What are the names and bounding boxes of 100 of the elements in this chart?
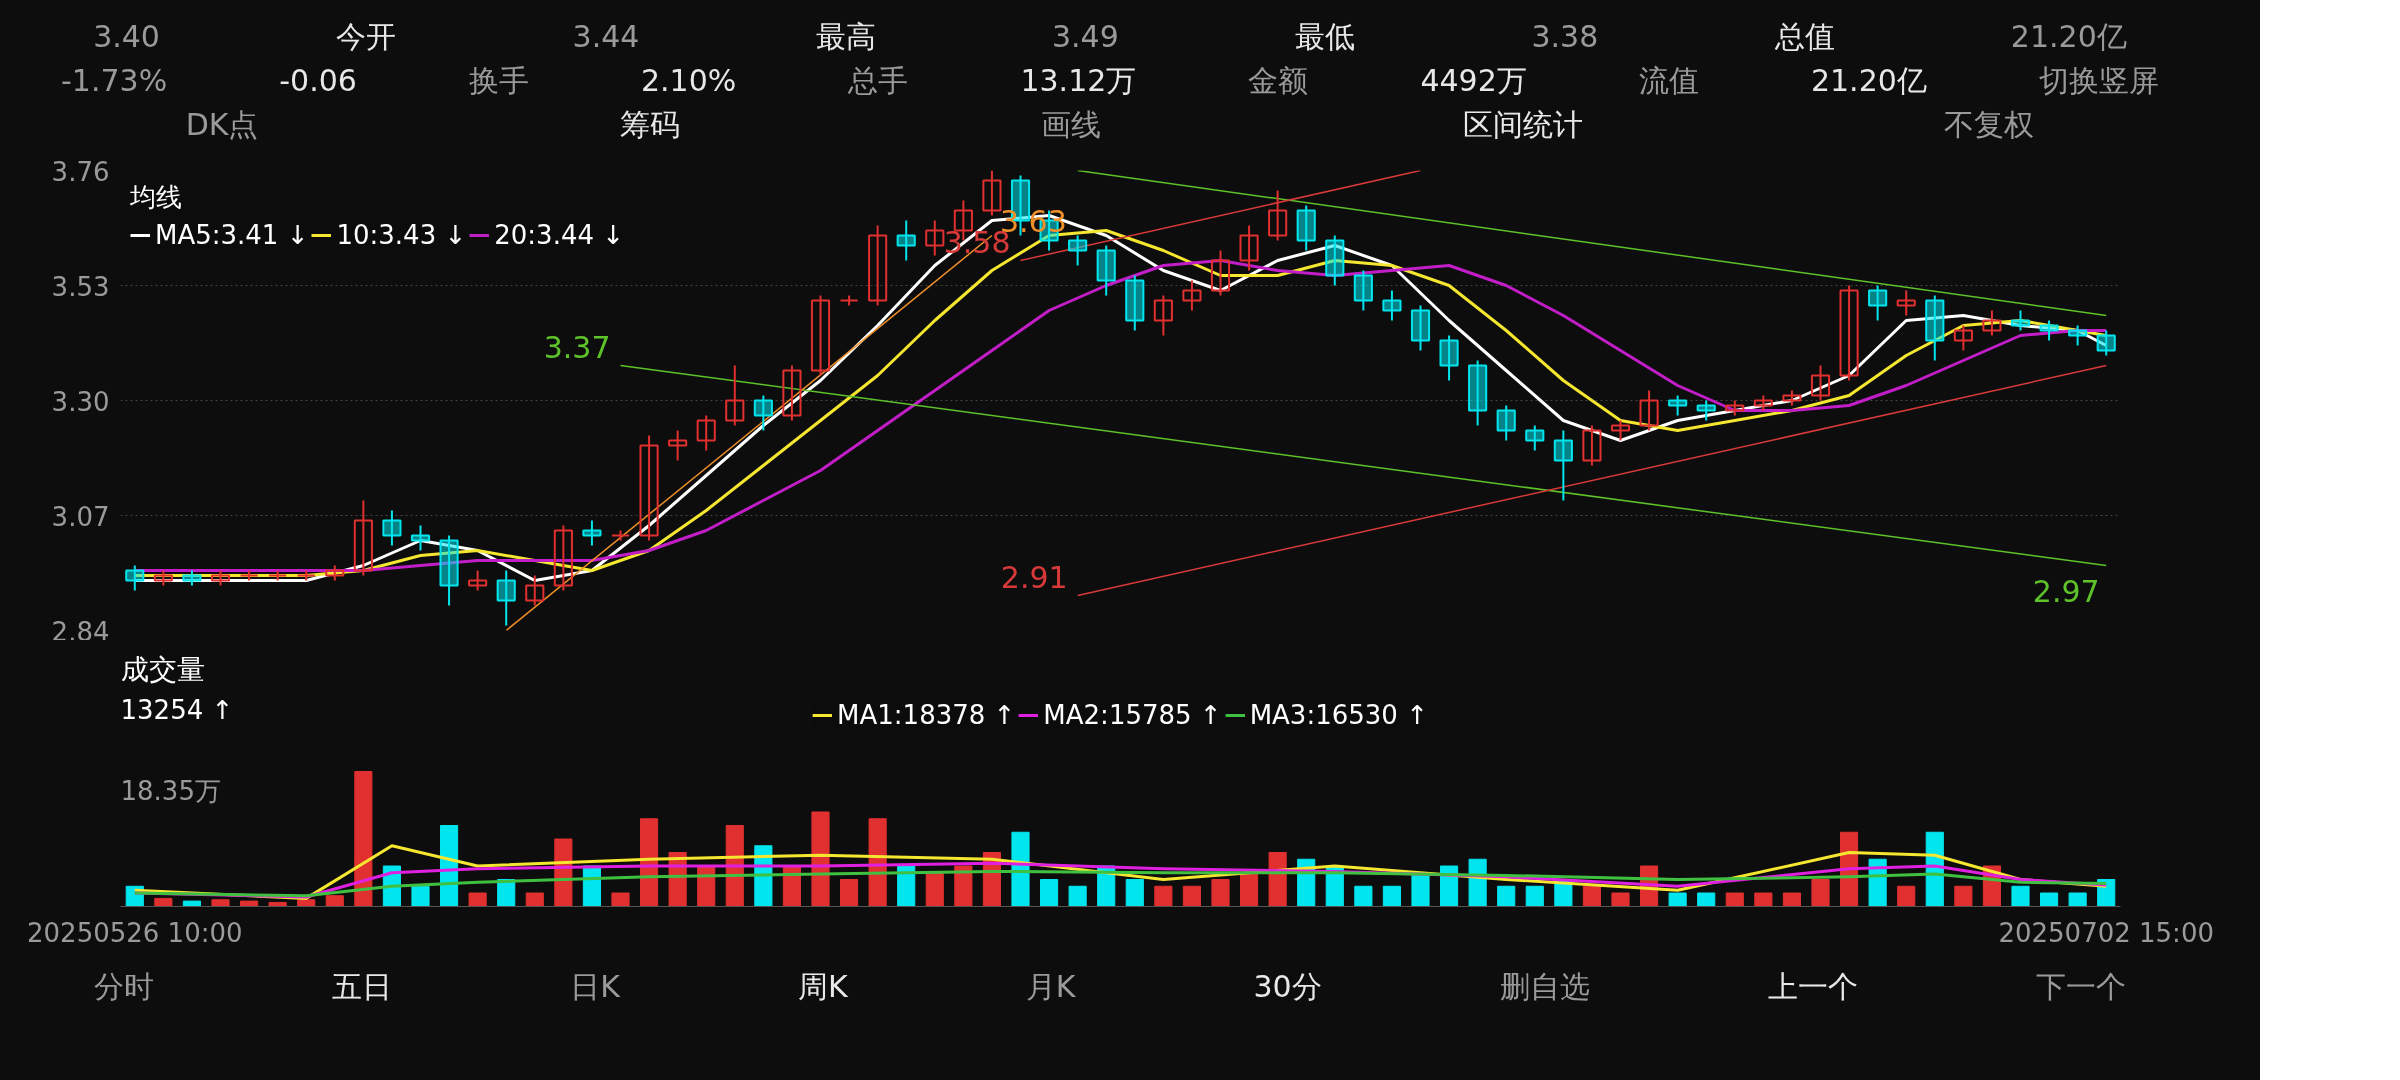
legend-title: 均线 — [130, 181, 183, 214]
candlestick — [1268, 189, 1288, 242]
candlestick — [1610, 419, 1631, 442]
candlestick — [925, 219, 945, 257]
bar — [354, 771, 373, 907]
candlestick — [1810, 364, 1831, 402]
candlestick — [2010, 309, 2031, 332]
data-label: 2.91 — [1000, 559, 1068, 595]
chart-title: 成交量 — [120, 652, 205, 686]
text: 3.40 — [93, 18, 160, 56]
bar — [1954, 885, 1973, 907]
bar — [1754, 892, 1773, 907]
text: 周K — [797, 968, 848, 1006]
bar — [1125, 879, 1144, 907]
candlestick — [639, 434, 659, 542]
candlestick — [810, 294, 831, 377]
legend-label: MA5:3.41 ↓ — [155, 220, 309, 250]
text: -1.73% — [61, 62, 168, 100]
text: 最高 — [815, 18, 876, 56]
bar — [640, 818, 659, 907]
candlestick — [1925, 294, 1945, 362]
text: 3.49 — [1052, 18, 1119, 56]
candlestick — [1239, 224, 1259, 272]
candlestick — [496, 569, 516, 627]
candlestick — [1096, 244, 1116, 297]
bar — [1354, 885, 1373, 907]
candlestick — [782, 364, 802, 422]
candlestick — [1410, 304, 1431, 352]
text: 不复权 — [1944, 106, 2035, 144]
candlestick — [2068, 324, 2088, 347]
bar — [1440, 865, 1459, 907]
text: 总手 — [848, 62, 909, 100]
candlestick — [382, 509, 402, 547]
bar — [268, 901, 287, 907]
candlestick — [868, 224, 888, 307]
bar — [1211, 879, 1230, 907]
text: 4492万 — [1420, 62, 1527, 100]
bar — [525, 892, 544, 907]
candlestick — [1696, 399, 1716, 422]
text: 分时 — [94, 968, 155, 1006]
candlestick — [553, 524, 573, 592]
text: 2.10% — [640, 62, 737, 100]
candlestick — [410, 524, 431, 552]
bar — [468, 892, 487, 907]
bar — [1897, 885, 1916, 907]
text: 最低 — [1295, 18, 1356, 56]
text: 30分 — [1253, 968, 1322, 1006]
legend-label: MA1:18378 ↑ — [837, 700, 1016, 730]
bar — [954, 865, 973, 907]
candlestick — [982, 170, 1002, 217]
text: 删自选 — [1499, 968, 1590, 1006]
bar — [925, 872, 944, 907]
candlestick — [1582, 424, 1602, 467]
text: 月K — [1025, 968, 1076, 1006]
candlestick — [1468, 359, 1488, 427]
candlestick — [1525, 424, 1545, 452]
bar — [1182, 885, 1201, 907]
bar — [1382, 885, 1401, 907]
bar — [1154, 885, 1173, 907]
text: 日K — [570, 968, 620, 1006]
bar — [411, 885, 430, 907]
candlestick — [1296, 204, 1316, 252]
bar — [1811, 879, 1830, 907]
text: 13.12万 — [1020, 62, 1137, 100]
candlestick — [1868, 284, 1888, 322]
text: 21.20亿 — [2010, 18, 2127, 56]
y-tick-label: 3.07 — [51, 501, 110, 532]
candlestick — [896, 219, 916, 262]
candlestick — [125, 564, 145, 592]
y-tick-label: 3.53 — [51, 271, 110, 302]
candlestick — [1153, 294, 1173, 337]
bar — [1525, 885, 1544, 907]
text: 3.38 — [1531, 18, 1599, 56]
candlestick — [1182, 279, 1202, 312]
text: 13254 ↑ — [120, 694, 234, 725]
text: 3.44 — [572, 18, 640, 56]
bar — [611, 892, 630, 907]
candlestick — [668, 429, 688, 462]
text: 换手 — [468, 62, 529, 100]
candlestick — [1125, 274, 1145, 332]
data-label: 3.37 — [543, 329, 611, 365]
text: 总值 — [1774, 18, 1835, 56]
legend-label: 20:3.44 ↓ — [494, 220, 625, 250]
text: 今开 — [336, 18, 397, 56]
candlestick — [1639, 389, 1659, 432]
text: 21.20亿 — [1810, 62, 1927, 100]
bar — [1668, 892, 1687, 907]
bar — [182, 900, 201, 907]
text: 区间统计 — [1462, 106, 1583, 144]
bar — [240, 900, 259, 907]
text: 下一个 — [2035, 968, 2126, 1006]
bar — [1497, 885, 1516, 907]
y-tick-label: 2.84 — [51, 616, 110, 647]
candlestick — [1210, 249, 1231, 297]
bar — [1725, 892, 1744, 907]
candlestick — [1896, 289, 1916, 317]
candlestick — [1953, 324, 1973, 352]
candlestick — [439, 534, 459, 607]
bar — [1068, 885, 1087, 907]
candlestick — [1553, 429, 1573, 502]
